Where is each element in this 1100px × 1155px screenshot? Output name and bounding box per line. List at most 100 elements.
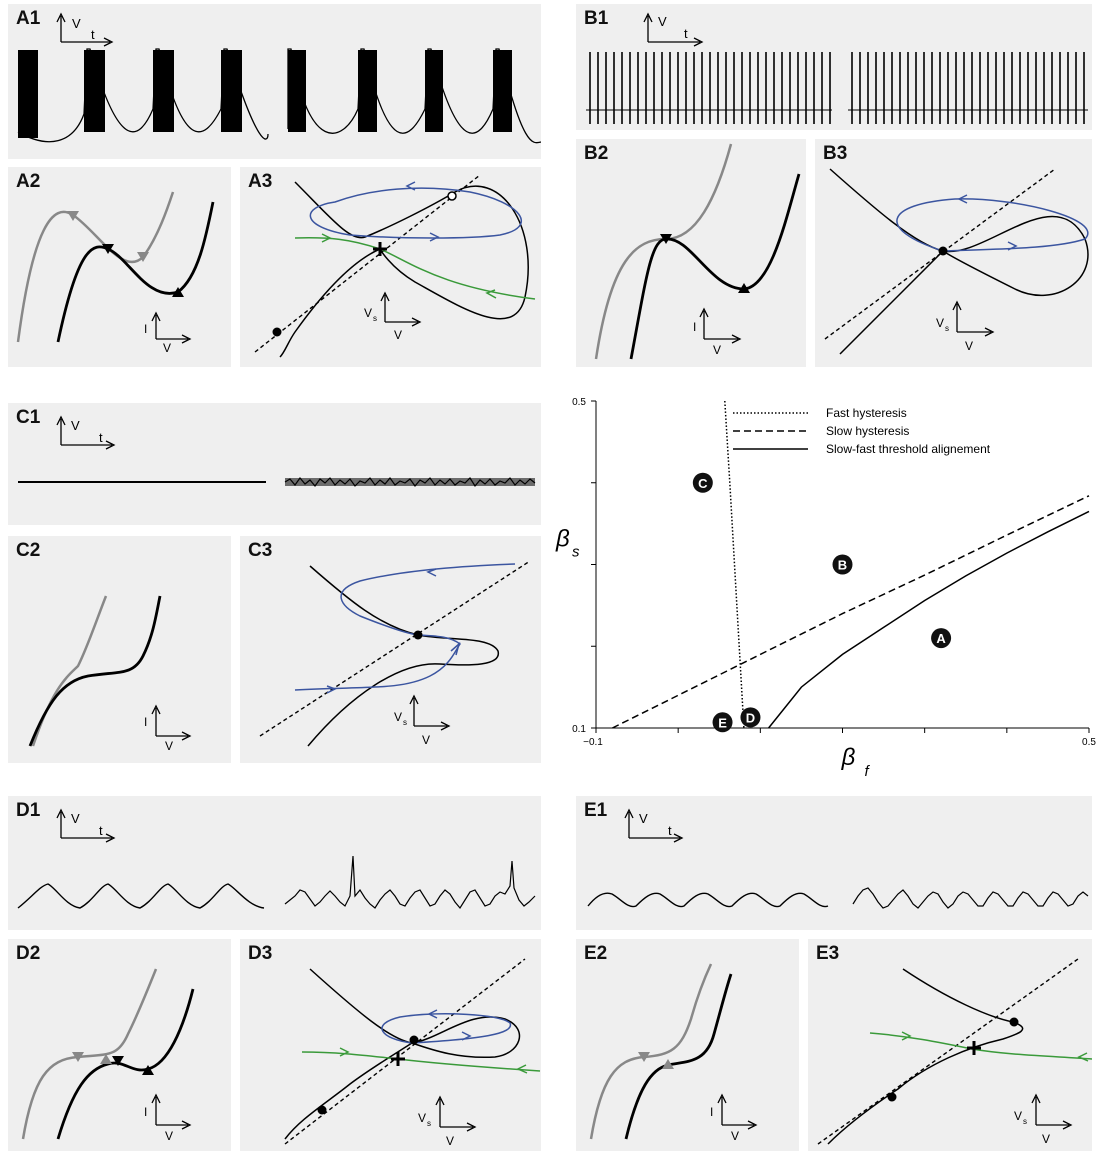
gray-nullcline — [589, 963, 713, 1140]
limit-cycle — [896, 198, 1089, 252]
vs-v-axis-icon — [409, 694, 451, 731]
region-label: B — [838, 558, 847, 573]
x-axis-label-sub: f — [865, 763, 871, 780]
gray-nullcline — [31, 595, 108, 747]
separatrix — [294, 237, 536, 300]
panel-d1: V t D1 — [8, 796, 541, 930]
svg-text:t: t — [91, 27, 95, 42]
triangle-down-gray — [72, 1052, 84, 1062]
iv-axis-icon — [151, 704, 192, 741]
svg-text:V: V — [163, 341, 171, 355]
series-dotted-line — [724, 400, 745, 729]
series-solid-line — [768, 510, 1090, 729]
stable-node — [887, 1092, 897, 1102]
svg-text:V: V — [936, 316, 944, 330]
legend-label: Slow hysteresis — [826, 424, 909, 438]
svg-text:V: V — [165, 1129, 173, 1143]
subthreshold-oscillation — [17, 883, 265, 909]
panel-label: D3 — [248, 943, 273, 964]
vs-v-axis-icon — [380, 291, 422, 327]
region-badge-b — [832, 554, 853, 575]
black-nullcline — [28, 595, 162, 747]
panel-c1: V t C1 — [8, 403, 541, 525]
diagonal-dashed — [259, 560, 531, 737]
panel-label: C1 — [16, 407, 41, 428]
bursting-trace-left — [17, 48, 269, 143]
triangle-down-gray — [67, 211, 79, 221]
svg-text:s: s — [427, 1119, 431, 1128]
region-badge-c — [692, 472, 713, 493]
triangle-down-black — [660, 234, 672, 244]
panel-c3: V s V C3 — [240, 536, 541, 763]
triangle-up-black — [738, 283, 750, 293]
nullcline-loop — [279, 181, 529, 358]
diagonal-dashed — [817, 958, 1079, 1145]
svg-text:t: t — [99, 823, 103, 838]
panel-a2: I V A2 — [8, 167, 231, 367]
x-tick-label: −0.1 — [583, 737, 603, 748]
saddle-node — [938, 246, 948, 256]
saddle-cross — [967, 1041, 981, 1055]
black-nullcline — [56, 201, 215, 343]
svg-text:V: V — [364, 306, 372, 320]
panel-label: A1 — [16, 8, 41, 29]
vs-v-axis-icon — [1031, 1093, 1073, 1130]
nullcline-loop — [829, 168, 1089, 355]
voltage-axis-icon — [624, 808, 684, 843]
svg-text:s: s — [945, 324, 949, 333]
legend-label: Fast hysteresis — [826, 406, 907, 420]
panel-b3: V s V B3 — [815, 139, 1092, 367]
svg-text:s: s — [373, 314, 377, 323]
x-tick-label: 0.5 — [1082, 737, 1096, 748]
stable-node — [413, 630, 423, 640]
black-nullcline — [56, 988, 195, 1140]
panel-label: C3 — [248, 540, 273, 561]
limit-cycle — [381, 1013, 512, 1044]
svg-text:I: I — [693, 320, 696, 334]
triangle-down-black — [112, 1056, 124, 1066]
panel-c2: I V C2 — [8, 536, 231, 763]
nullcline-fold — [827, 968, 1024, 1145]
panel-label: E3 — [816, 943, 840, 964]
panel-e2: I V E2 — [576, 939, 799, 1151]
y-tick-label: 0.5 — [572, 397, 586, 408]
subthreshold-oscillation — [587, 892, 829, 908]
noisy-oscillation — [852, 887, 1089, 909]
diagonal-dashed — [254, 174, 481, 353]
panel-label: D1 — [16, 800, 41, 821]
black-nullcline — [624, 973, 733, 1140]
region-badge-a — [931, 628, 952, 649]
limit-cycle-lower — [294, 634, 462, 691]
triangle-down-black — [102, 244, 114, 254]
unstable-point — [447, 191, 457, 201]
svg-text:I: I — [144, 322, 147, 336]
fold-node — [1009, 1017, 1019, 1027]
triangle-up-black — [172, 287, 184, 297]
iv-axis-icon — [717, 1093, 758, 1130]
y-axis-label: β — [555, 526, 570, 553]
svg-text:V: V — [1014, 1109, 1022, 1123]
panel-label: B1 — [584, 8, 609, 29]
svg-text:V: V — [72, 16, 81, 31]
gray-nullcline — [21, 968, 158, 1140]
nullcline-fold — [307, 565, 499, 747]
x-axis-label: β — [841, 744, 856, 771]
svg-text:t: t — [668, 823, 672, 838]
iv-axis-icon — [699, 307, 742, 344]
svg-text:V: V — [1042, 1132, 1050, 1146]
panel-label: E2 — [584, 943, 608, 964]
tonic-spike-train-left — [589, 52, 831, 124]
svg-text:V: V — [965, 339, 973, 353]
panel-label: A2 — [16, 171, 41, 192]
svg-text:V: V — [394, 710, 402, 724]
svg-text:t: t — [684, 26, 688, 41]
voltage-axis-icon — [56, 12, 114, 47]
svg-text:V: V — [658, 14, 667, 29]
svg-text:V: V — [394, 328, 402, 342]
limit-cycle-upper — [340, 563, 516, 636]
triangle-up-gray — [662, 1059, 674, 1069]
region-label: E — [718, 715, 727, 730]
svg-text:s: s — [403, 718, 407, 727]
panel-d3: V s V D3 — [240, 939, 541, 1151]
